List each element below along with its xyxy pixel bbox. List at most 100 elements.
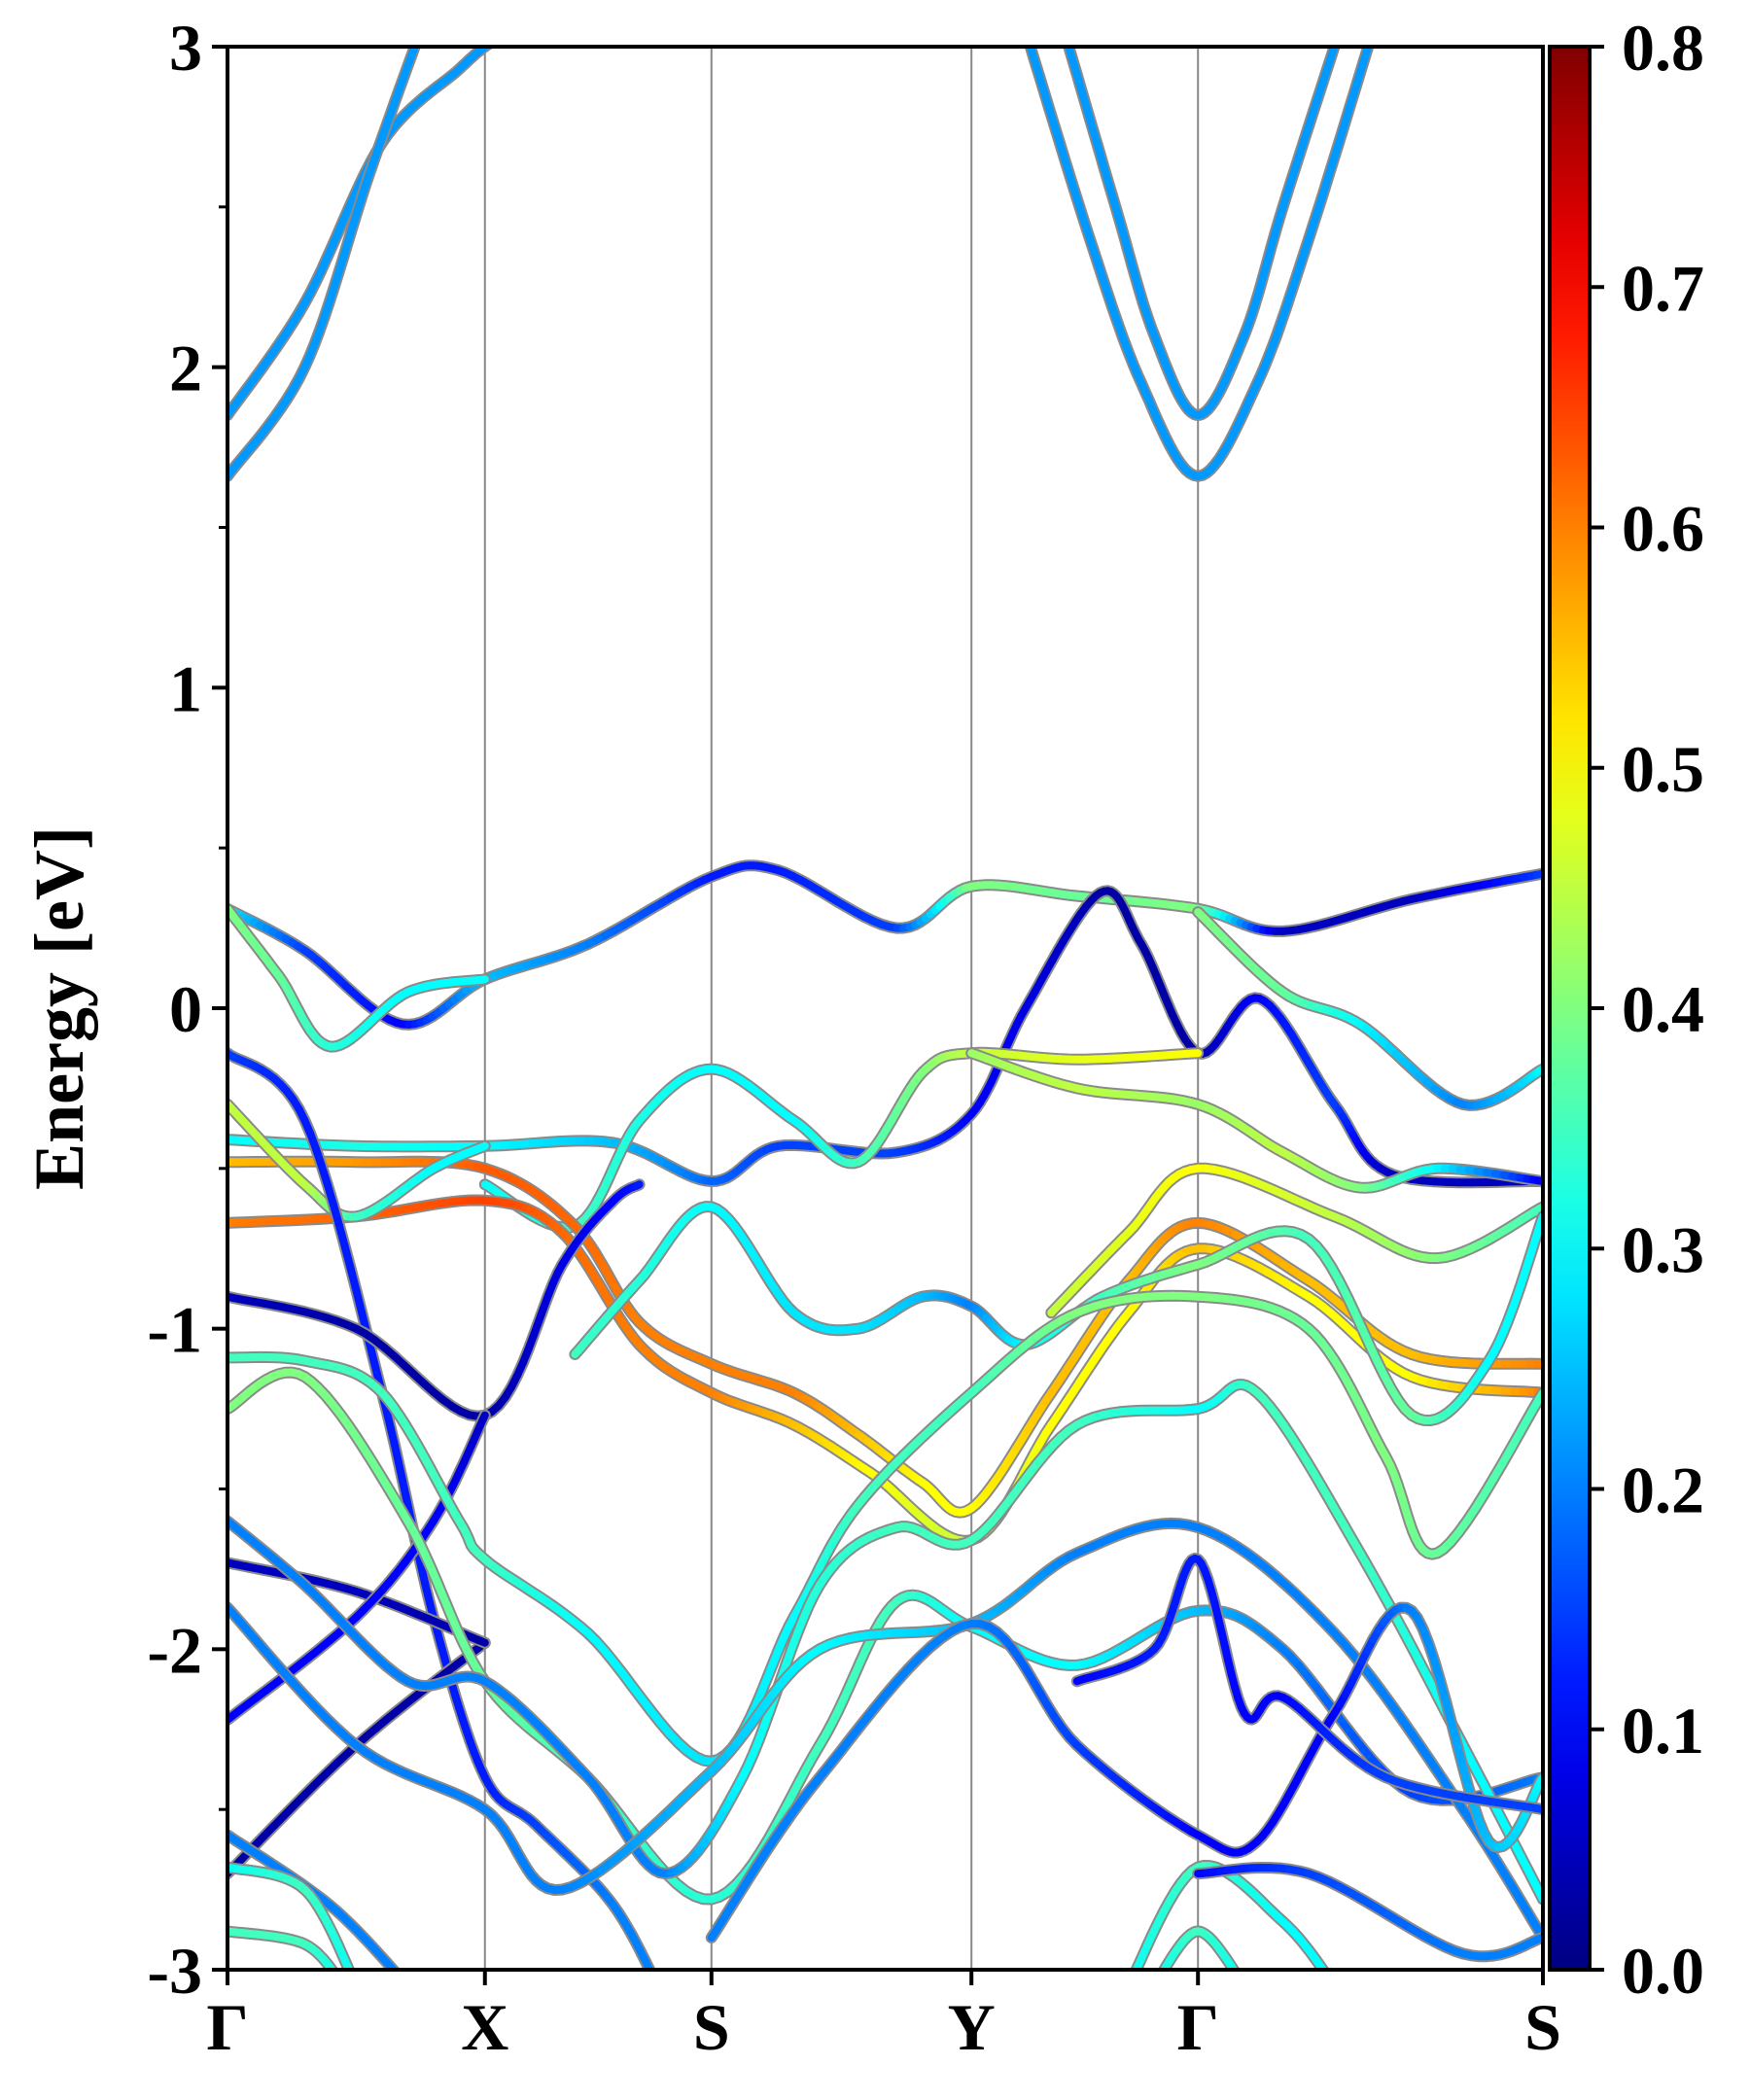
band-segment	[404, 1982, 407, 1985]
band-segment	[655, 1980, 658, 1987]
band-v26	[228, 1925, 344, 1986]
band-segment	[1242, 1983, 1244, 1986]
x-tick-label: Γ	[1177, 1990, 1219, 2064]
band-v8	[1045, 1162, 1543, 1319]
y-tick-label: 3	[169, 11, 202, 85]
band-segment	[658, 1987, 661, 1993]
x-tick-label: Γ	[206, 1990, 248, 2064]
band-outline	[1192, 1862, 1543, 1963]
band-outline	[1063, 47, 1341, 422]
band-segment	[1158, 1976, 1161, 1979]
band-v27	[1192, 1862, 1543, 1963]
y-tick-label: 2	[169, 332, 202, 405]
colorbar-tick-label: 0.1	[1622, 1694, 1704, 1768]
y-tick-label: -3	[147, 1934, 202, 2008]
band-segment	[507, 32, 508, 33]
band-c1	[228, 31, 510, 422]
band-segment	[478, 1141, 489, 1151]
band-segment	[354, 1981, 356, 1985]
band-segment	[661, 1993, 663, 1998]
band-segment	[663, 1998, 665, 2002]
band-segment	[1026, 31, 1029, 40]
band-segment	[332, 1969, 336, 1970]
band-segment	[1238, 1976, 1241, 1979]
colorbar-tick-label: 0.3	[1622, 1212, 1704, 1286]
band-segment	[644, 1962, 654, 1970]
band-v9	[228, 1098, 491, 1223]
band-v3	[1192, 906, 1543, 1111]
band-segment	[1154, 1983, 1156, 1986]
band-v10	[569, 1201, 1543, 1426]
band-outline	[228, 859, 1543, 1031]
band-segment	[509, 31, 510, 32]
band-c4	[1024, 31, 1375, 482]
y-tick-label: 0	[169, 972, 202, 1046]
band-segment	[651, 1974, 654, 1980]
bands	[228, 31, 1543, 2002]
colorbar-tick-label: 0.2	[1622, 1453, 1704, 1527]
colorbar-tick-label: 0.4	[1622, 972, 1704, 1046]
y-axis: -3 -2 -1 0 1 2 3	[147, 11, 228, 2008]
band-segment	[475, 1636, 489, 1647]
band-segment	[1230, 1967, 1239, 1970]
band-segment	[401, 1978, 404, 1982]
band-segment	[491, 41, 493, 42]
band-segment	[504, 34, 506, 35]
band-segment	[1327, 1977, 1330, 1980]
colorbar-tick-label: 0.8	[1622, 11, 1704, 85]
band-v5	[965, 1047, 1543, 1194]
band-c2	[228, 31, 422, 482]
band-segment	[495, 39, 497, 40]
band-v7	[228, 1194, 1543, 1547]
band-segment	[1241, 1979, 1242, 1983]
band-segment	[506, 33, 508, 34]
band-segment	[419, 31, 421, 37]
band-segment	[1159, 1967, 1168, 1970]
band-segment	[508, 31, 509, 32]
band-v23	[1154, 1925, 1244, 1986]
band-segment	[1333, 1983, 1335, 1986]
band-segment	[1156, 1979, 1158, 1983]
colorbar-tick-label: 0.5	[1622, 732, 1704, 806]
band-v1b	[228, 902, 491, 1053]
colorbar	[1548, 45, 1592, 1972]
band-segment	[502, 35, 504, 36]
band-segment	[498, 37, 500, 38]
band-segment	[342, 1984, 344, 1986]
band-v18	[228, 1379, 1543, 1906]
band-segment	[1330, 1979, 1333, 1982]
y-tick-label: 1	[169, 651, 202, 725]
colorbar-axis: 0.0 0.1 0.2 0.3 0.4 0.5 0.6 0.7 0.8	[1590, 11, 1704, 2008]
x-tick-label: X	[461, 1990, 508, 2064]
band-segment	[338, 1979, 340, 1982]
band-segment	[493, 40, 495, 41]
band-outline	[1192, 906, 1543, 1111]
band-segment	[477, 975, 489, 984]
band-segment	[340, 1981, 342, 1983]
band-segment	[413, 47, 418, 48]
band-segment	[397, 1974, 401, 1978]
band-segment	[336, 1977, 338, 1979]
band-segment	[1134, 1969, 1136, 1970]
band-segment	[1320, 1968, 1328, 1970]
band-segment	[500, 36, 502, 37]
x-tick-label: Y	[948, 1990, 996, 2064]
band-segment	[634, 1180, 644, 1189]
band-segment	[1371, 31, 1374, 40]
band-v15	[228, 1409, 491, 1726]
band-segment	[485, 47, 492, 49]
band-v1	[228, 859, 1543, 1031]
x-tick-label: S	[1524, 1990, 1561, 2064]
y-tick-label: -1	[147, 1293, 202, 1367]
band-segment	[1337, 31, 1339, 39]
band-c3	[1063, 31, 1341, 422]
band-v22	[1130, 1860, 1335, 1986]
colorbar-tick-label: 0.7	[1622, 251, 1704, 325]
band-segment	[1065, 31, 1067, 39]
y-tick-label: -2	[147, 1613, 202, 1687]
band-segment	[352, 1977, 355, 1981]
y-axis-title: Energy [eV]	[20, 826, 98, 1190]
x-tick-label: S	[693, 1990, 730, 2064]
